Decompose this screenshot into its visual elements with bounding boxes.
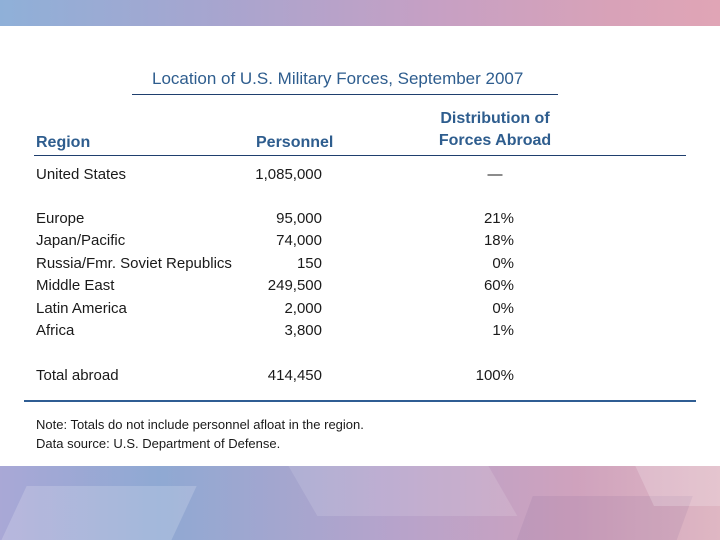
row-distribution: 0% <box>492 300 514 317</box>
row-personnel: 414,450 <box>267 367 322 384</box>
row-region: Europe <box>36 210 85 227</box>
top-decorative-band <box>0 0 720 26</box>
row-personnel: 1,085,000 <box>255 166 322 183</box>
row-personnel: 249,500 <box>267 277 322 294</box>
row-distribution: 1% <box>492 322 514 339</box>
header-distribution: Distribution of Forces Abroad <box>420 108 570 152</box>
table-row: Japan/Pacific 74,000 18% <box>0 232 720 254</box>
row-distribution: 100% <box>475 367 514 384</box>
header-personnel: Personnel <box>256 134 334 151</box>
row-region: Middle East <box>36 277 115 294</box>
row-personnel: 3,800 <box>284 322 322 339</box>
table-row: Latin America 2,000 0% <box>0 300 720 322</box>
row-personnel: 150 <box>296 255 322 272</box>
row-region: Japan/Pacific <box>36 232 126 249</box>
table-title: Location of U.S. Military Forces, Septem… <box>152 69 524 88</box>
row-region: Latin America <box>36 300 127 317</box>
row-distribution: 60% <box>483 277 514 294</box>
row-region: Total abroad <box>36 367 119 384</box>
bottom-decorative-band <box>0 466 720 540</box>
table-row: Africa 3,800 1% <box>0 322 720 344</box>
table-row: Russia/Fmr. Soviet Republics 150 0% <box>0 255 720 277</box>
table-row: Middle East 249,500 60% <box>0 277 720 299</box>
row-personnel: 95,000 <box>276 210 322 227</box>
data-source-text: Data source: U.S. Department of Defense. <box>36 436 281 451</box>
note-text: Note: Totals do not include personnel af… <box>36 417 364 432</box>
row-region: Russia/Fmr. Soviet Republics <box>36 255 232 272</box>
row-personnel: 2,000 <box>284 300 322 317</box>
row-region: United States <box>36 166 127 183</box>
row-distribution: 18% <box>483 232 514 249</box>
row-region: Africa <box>36 322 75 339</box>
footer-rule <box>24 400 696 402</box>
decorative-shape <box>282 466 518 516</box>
header-rule <box>34 155 686 156</box>
row-distribution: 21% <box>483 210 514 227</box>
row-personnel: 74,000 <box>276 232 322 249</box>
header-distribution-line1: Distribution of <box>440 110 550 127</box>
title-underline <box>132 94 558 95</box>
table-row: United States 1,085,000 — <box>0 166 720 188</box>
decorative-shape <box>0 486 197 540</box>
table-row: Europe 95,000 21% <box>0 210 720 232</box>
row-distribution: — <box>487 166 503 183</box>
header-distribution-line2: Forces Abroad <box>438 132 552 149</box>
header-region: Region <box>36 134 91 151</box>
table-row-total: Total abroad 414,450 100% <box>0 367 720 389</box>
row-distribution: 0% <box>492 255 514 272</box>
